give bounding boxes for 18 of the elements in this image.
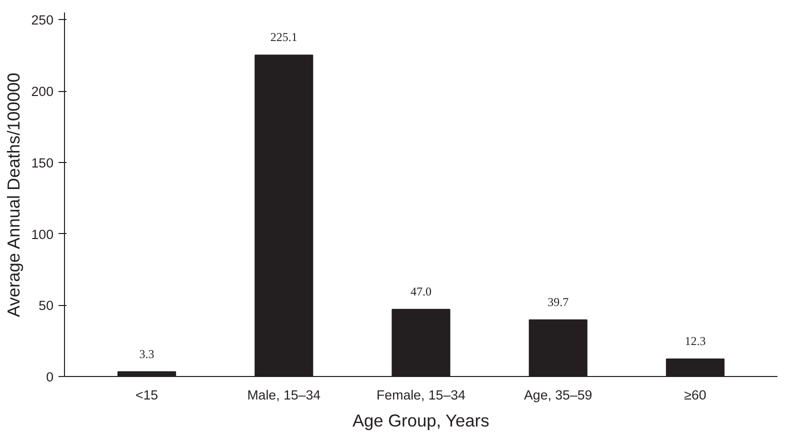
y-axis-title: Average Annual Deaths/100000 xyxy=(3,72,24,318)
x-axis-title: Age Group, Years xyxy=(352,410,490,430)
y-tick-label: 150 xyxy=(31,155,54,170)
data-label: 225.1 xyxy=(270,30,298,44)
y-tick-label: 250 xyxy=(31,12,54,28)
y-tick-label: 100 xyxy=(31,226,54,242)
x-tick-label: <15 xyxy=(135,388,158,402)
y-tick-label: 200 xyxy=(31,84,54,100)
data-label: 3.3 xyxy=(139,346,154,361)
x-tick-label: Female, 15–34 xyxy=(376,388,466,402)
data-label: 39.7 xyxy=(548,294,569,309)
x-tick-label: Male, 15–34 xyxy=(247,388,322,402)
data-label: 47.0 xyxy=(410,284,432,298)
x-tick-label: Age, 35–59 xyxy=(524,388,592,402)
data-label: 12.3 xyxy=(684,334,706,348)
x-tick-label: ≥60 xyxy=(684,388,706,402)
y-tick-label: 0 xyxy=(46,370,54,384)
y-tick-label: 50 xyxy=(38,298,54,314)
